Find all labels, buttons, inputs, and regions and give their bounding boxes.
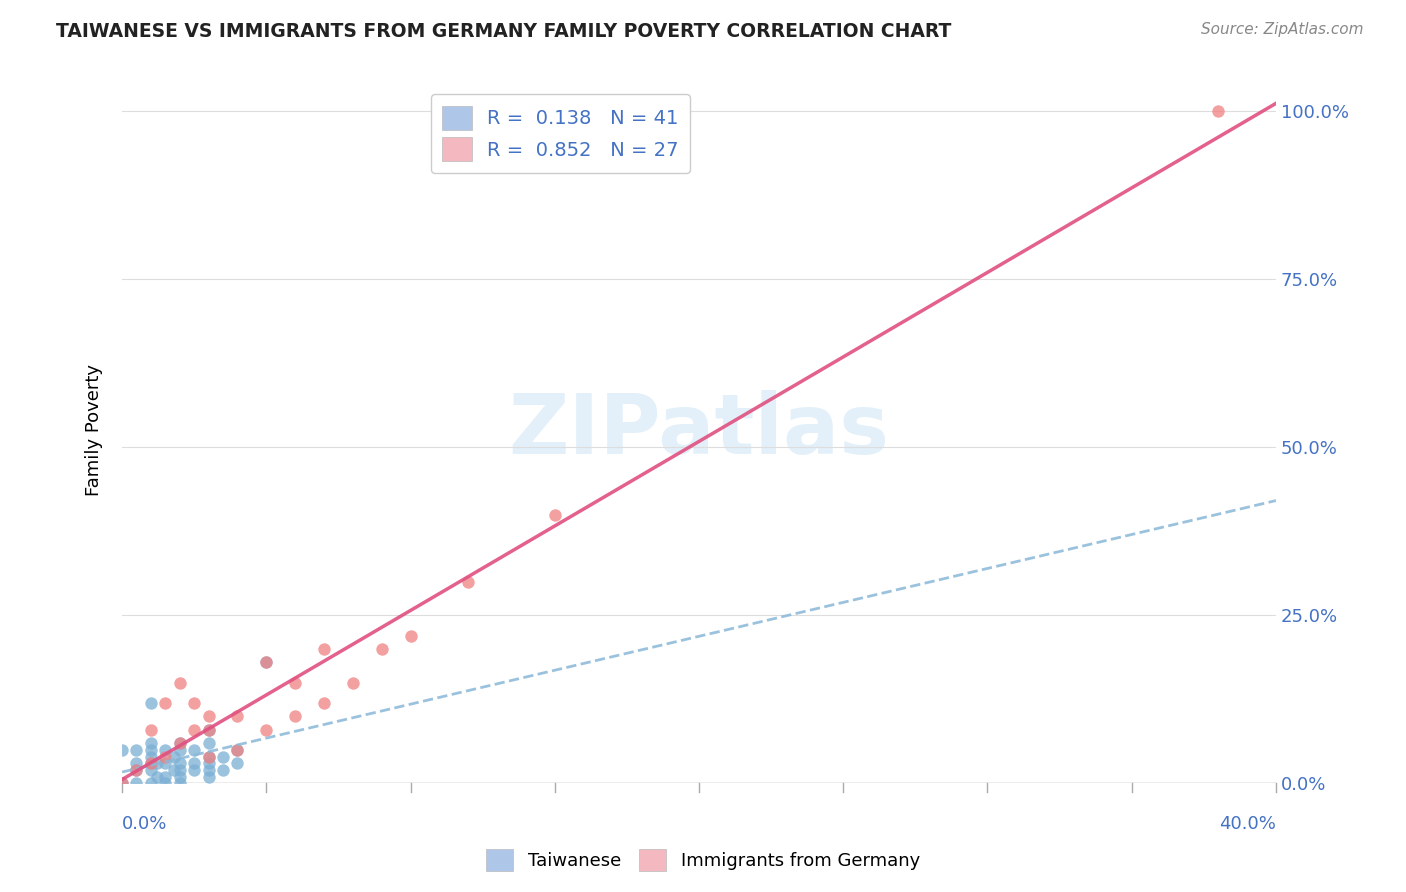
Point [183,756,205,771]
Point [226,756,249,771]
Point [399,629,422,643]
Legend: R =  0.138   N = 41, R =  0.852   N = 27: R = 0.138 N = 41, R = 0.852 N = 27 [430,95,690,173]
Point [254,656,277,670]
Point [155,776,177,790]
Text: Source: ZipAtlas.com: Source: ZipAtlas.com [1201,22,1364,37]
Point [284,709,307,723]
Point [139,749,162,764]
Point [125,763,148,777]
Point [139,736,162,750]
Point [342,675,364,690]
Point [197,709,219,723]
Point [197,736,219,750]
Point [169,763,191,777]
Point [197,770,219,784]
Point [544,508,567,522]
Point [197,749,219,764]
Point [197,723,219,737]
Point [169,736,191,750]
Text: 0.0%: 0.0% [122,815,167,833]
Y-axis label: Family Poverty: Family Poverty [86,365,103,497]
Point [169,756,191,771]
Text: ZIPatlas: ZIPatlas [509,390,890,471]
Point [254,656,277,670]
Point [183,723,205,737]
Point [125,776,148,790]
Point [169,770,191,784]
Point [111,743,134,757]
Point [139,743,162,757]
Point [226,743,249,757]
Point [125,763,148,777]
Point [197,723,219,737]
Point [155,756,177,771]
Point [197,749,219,764]
Text: 40.0%: 40.0% [1219,815,1277,833]
Point [197,756,219,771]
Point [155,770,177,784]
Point [169,743,191,757]
Point [212,749,235,764]
Point [155,743,177,757]
Point [183,696,205,710]
Point [155,749,177,764]
Point [183,743,205,757]
Point [226,743,249,757]
Point [183,763,205,777]
Point [111,776,134,790]
Point [197,763,219,777]
Point [312,642,335,657]
Point [125,743,148,757]
Point [145,756,167,771]
Point [169,675,191,690]
Point [163,763,186,777]
Text: TAIWANESE VS IMMIGRANTS FROM GERMANY FAMILY POVERTY CORRELATION CHART: TAIWANESE VS IMMIGRANTS FROM GERMANY FAM… [56,22,952,41]
Point [212,763,235,777]
Point [139,756,162,771]
Point [139,763,162,777]
Point [169,776,191,790]
Point [111,776,134,790]
Point [155,696,177,710]
Point [254,723,277,737]
Point [1206,104,1229,119]
Legend: Taiwanese, Immigrants from Germany: Taiwanese, Immigrants from Germany [479,842,927,879]
Point [370,642,392,657]
Point [312,696,335,710]
Point [125,756,148,771]
Point [139,696,162,710]
Point [139,756,162,771]
Point [163,749,186,764]
Point [284,675,307,690]
Point [145,770,167,784]
Point [226,709,249,723]
Point [169,736,191,750]
Point [139,776,162,790]
Point [139,723,162,737]
Point [457,574,479,589]
